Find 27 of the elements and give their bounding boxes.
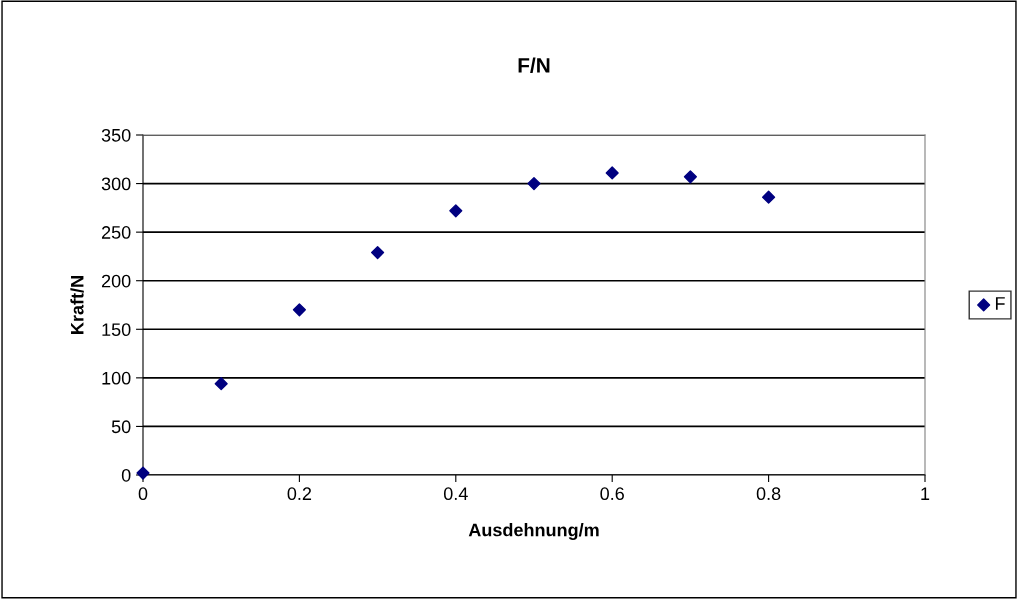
y-tick-label: 200 — [101, 274, 131, 288]
legend-label: F — [995, 297, 1005, 310]
point — [292, 303, 306, 317]
x-tick-label: 0.4 — [443, 487, 468, 501]
x-tick-label: 0.6 — [600, 487, 624, 501]
y-tick-label: 50 — [111, 420, 131, 434]
x-tick-label: 0.8 — [756, 487, 781, 501]
y-tick-label: 350 — [101, 128, 131, 142]
point — [527, 176, 541, 191]
point — [762, 190, 776, 204]
y-tick-label: 300 — [101, 177, 131, 191]
point — [371, 245, 385, 260]
point — [683, 170, 697, 184]
x-tick-label: 1 — [921, 487, 930, 500]
y-axis-title: Kraft/N — [70, 276, 84, 334]
x-tick-label: 0 — [138, 487, 148, 501]
chart-title: F/N — [518, 57, 550, 73]
point — [214, 377, 228, 391]
y-tick-label: 0 — [121, 468, 131, 482]
point — [136, 466, 150, 480]
point — [449, 204, 463, 218]
x-tick-label: 0.2 — [287, 487, 312, 501]
y-tick-label: 150 — [102, 323, 131, 337]
point — [605, 166, 619, 180]
y-tick-label: 250 — [101, 226, 131, 239]
y-tick-label: 100 — [102, 371, 131, 385]
x-axis-title: Ausdehnung/m — [468, 523, 599, 540]
